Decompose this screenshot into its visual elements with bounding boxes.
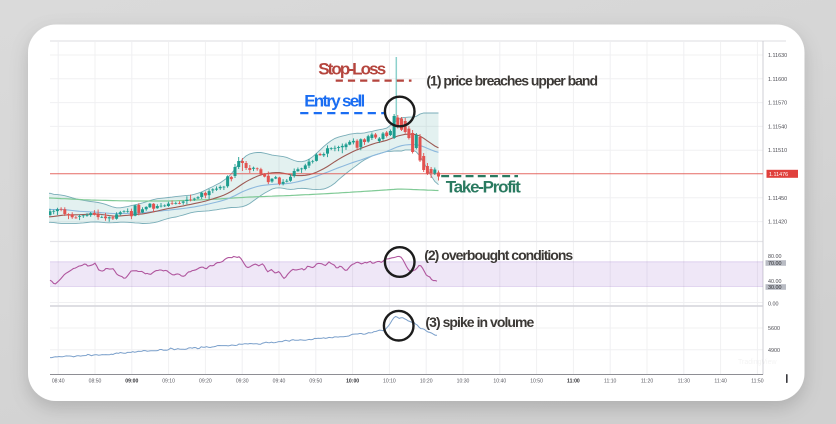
svg-text:09:00: 09:00 <box>125 378 138 384</box>
svg-text:10:00: 10:00 <box>346 378 359 384</box>
svg-text:Entry sell: Entry sell <box>304 92 365 111</box>
svg-text:(3) spike in volume: (3) spike in volume <box>425 314 534 330</box>
svg-text:(2) overbought conditions: (2) overbought conditions <box>424 247 573 263</box>
svg-text:TradingView: TradingView <box>738 359 777 366</box>
svg-text:09:50: 09:50 <box>309 378 322 384</box>
svg-text:10:40: 10:40 <box>493 378 506 384</box>
svg-text:10:30: 10:30 <box>457 378 470 384</box>
svg-text:40.00: 40.00 <box>768 279 782 285</box>
svg-text:70.00: 70.00 <box>768 261 782 267</box>
svg-text:11:20: 11:20 <box>641 378 654 384</box>
svg-text:1.11510: 1.11510 <box>768 148 787 154</box>
svg-text:1.11600: 1.11600 <box>768 77 787 83</box>
svg-text:30.00: 30.00 <box>768 285 782 291</box>
svg-text:08:50: 08:50 <box>89 378 102 384</box>
svg-text:09:20: 09:20 <box>199 378 212 384</box>
svg-text:09:10: 09:10 <box>162 378 175 384</box>
svg-text:(1) price breaches upper band: (1) price breaches upper band <box>426 72 598 88</box>
svg-text:10:50: 10:50 <box>530 378 543 384</box>
svg-text:5600: 5600 <box>768 326 780 332</box>
svg-text:80.00: 80.00 <box>768 254 782 260</box>
svg-text:1.11476: 1.11476 <box>769 172 788 178</box>
svg-text:1.11630: 1.11630 <box>768 53 787 59</box>
svg-text:Take-Profit: Take-Profit <box>446 177 521 196</box>
svg-text:1.11420: 1.11420 <box>768 220 787 226</box>
svg-text:10:10: 10:10 <box>383 378 396 384</box>
svg-text:11:30: 11:30 <box>678 378 691 384</box>
svg-text:11:00: 11:00 <box>567 378 580 384</box>
svg-text:11:50: 11:50 <box>751 378 764 384</box>
svg-text:0.00: 0.00 <box>768 302 779 308</box>
svg-text:08:40: 08:40 <box>52 378 65 384</box>
svg-text:4900: 4900 <box>768 348 780 354</box>
svg-text:09:40: 09:40 <box>273 378 286 384</box>
svg-text:1.11540: 1.11540 <box>768 124 787 130</box>
svg-text:1.11570: 1.11570 <box>768 101 787 107</box>
svg-text:11:40: 11:40 <box>714 378 727 384</box>
svg-text:10:20: 10:20 <box>420 378 433 384</box>
svg-text:1.11450: 1.11450 <box>768 196 787 202</box>
svg-text:Stop-Loss: Stop-Loss <box>318 59 386 78</box>
svg-text:09:30: 09:30 <box>236 378 249 384</box>
svg-text:11:10: 11:10 <box>604 378 617 384</box>
